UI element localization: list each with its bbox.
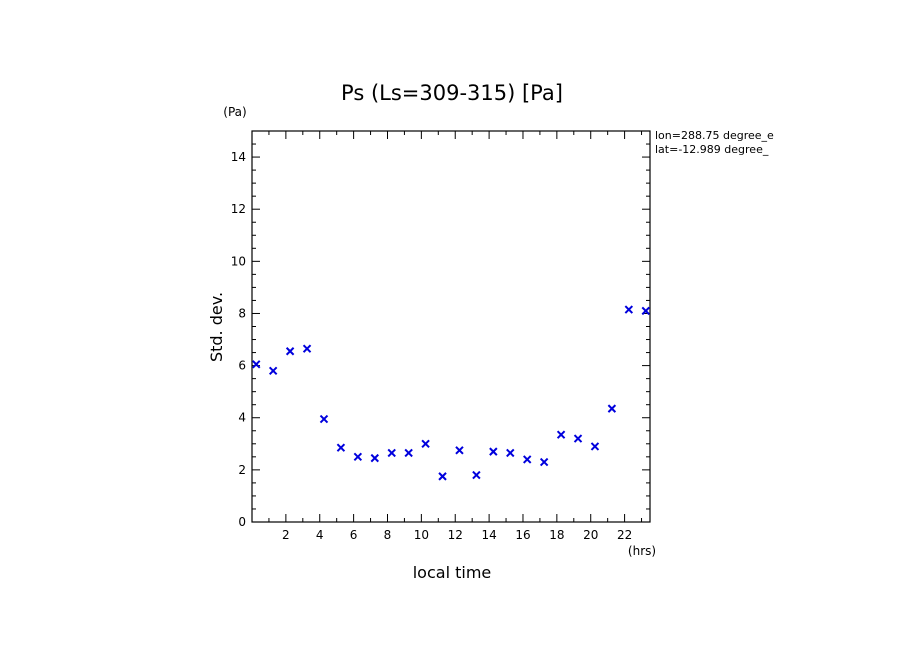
data-point-stroke	[404, 448, 413, 458]
data-point-stroke	[353, 452, 363, 462]
data-point-stroke	[624, 305, 634, 314]
data-point-stroke	[573, 434, 583, 443]
data-point-stroke	[472, 470, 481, 480]
data-markers	[252, 305, 650, 481]
x-axis-unit: (hrs)	[628, 544, 656, 558]
data-point-stroke	[489, 447, 498, 456]
data-point-stroke	[268, 366, 278, 376]
data-point	[607, 404, 617, 413]
data-point	[472, 470, 481, 480]
data-point	[268, 366, 278, 376]
data-point	[455, 446, 464, 455]
x-tick-label: 14	[481, 528, 496, 542]
data-point	[539, 457, 549, 467]
data-point-stroke	[455, 446, 464, 455]
y-tick-label: 0	[238, 515, 246, 529]
x-tick-label: 20	[583, 528, 598, 542]
data-point	[252, 360, 261, 369]
y-tick-label: 8	[238, 306, 246, 320]
data-point	[489, 447, 498, 456]
data-point-stroke	[641, 306, 650, 316]
data-point	[336, 443, 346, 452]
x-axis-label: local time	[413, 563, 492, 582]
data-point	[387, 448, 396, 458]
lat-info: lat=-12.989 degree_	[655, 143, 769, 156]
data-point-stroke	[370, 453, 379, 463]
data-point-stroke	[319, 414, 329, 424]
data-point-stroke	[539, 457, 549, 467]
data-point	[573, 434, 583, 443]
data-point-stroke	[421, 439, 430, 449]
axes: 2 4 6 8 10 12 14 16 18 20 22 0 2 4 6 8 10 12 14	[231, 130, 651, 542]
data-point-stroke	[438, 472, 447, 481]
data-point	[370, 453, 379, 463]
y-axis-label: Std. dev.	[207, 292, 226, 362]
data-point	[556, 430, 566, 439]
y-tick-label: 14	[231, 150, 246, 164]
data-point	[302, 344, 312, 353]
data-point-stroke	[590, 442, 600, 451]
data-point-stroke	[607, 404, 617, 413]
x-tick-label: 4	[316, 528, 324, 542]
data-point-stroke	[302, 344, 312, 353]
data-point	[523, 455, 532, 464]
data-point	[506, 448, 515, 458]
data-point-stroke	[336, 443, 346, 452]
y-tick-label: 6	[238, 359, 246, 373]
y-tick-label: 4	[238, 411, 246, 425]
data-point-stroke	[556, 430, 566, 439]
data-point	[438, 472, 447, 481]
plot-frame	[251, 130, 651, 523]
x-tick-label: 8	[384, 528, 392, 542]
lon-info: lon=288.75 degree_e	[655, 129, 774, 142]
y-tick-label: 10	[231, 254, 246, 268]
data-point-stroke	[285, 347, 295, 356]
x-tick-label: 22	[617, 528, 632, 542]
data-point-stroke	[506, 448, 515, 458]
data-point	[590, 442, 600, 451]
x-tick-label: 6	[350, 528, 358, 542]
data-point	[319, 414, 329, 424]
x-tick-label: 2	[282, 528, 290, 542]
data-point	[404, 448, 413, 458]
data-point	[421, 439, 430, 449]
data-point	[285, 347, 295, 356]
data-point	[641, 306, 650, 316]
data-point-stroke	[523, 455, 532, 464]
data-point-stroke	[252, 360, 261, 369]
x-tick-label: 18	[549, 528, 564, 542]
data-point	[353, 452, 363, 462]
y-tick-label: 12	[231, 202, 246, 216]
chart-title: Ps (Ls=309-315) [Pa]	[341, 81, 563, 105]
x-tick-label: 10	[414, 528, 429, 542]
y-tick-label: 2	[238, 463, 246, 477]
data-point	[624, 305, 634, 314]
x-tick-label: 16	[515, 528, 530, 542]
y-axis-unit: (Pa)	[223, 105, 246, 119]
x-tick-label: 12	[448, 528, 463, 542]
data-point-stroke	[387, 448, 396, 458]
